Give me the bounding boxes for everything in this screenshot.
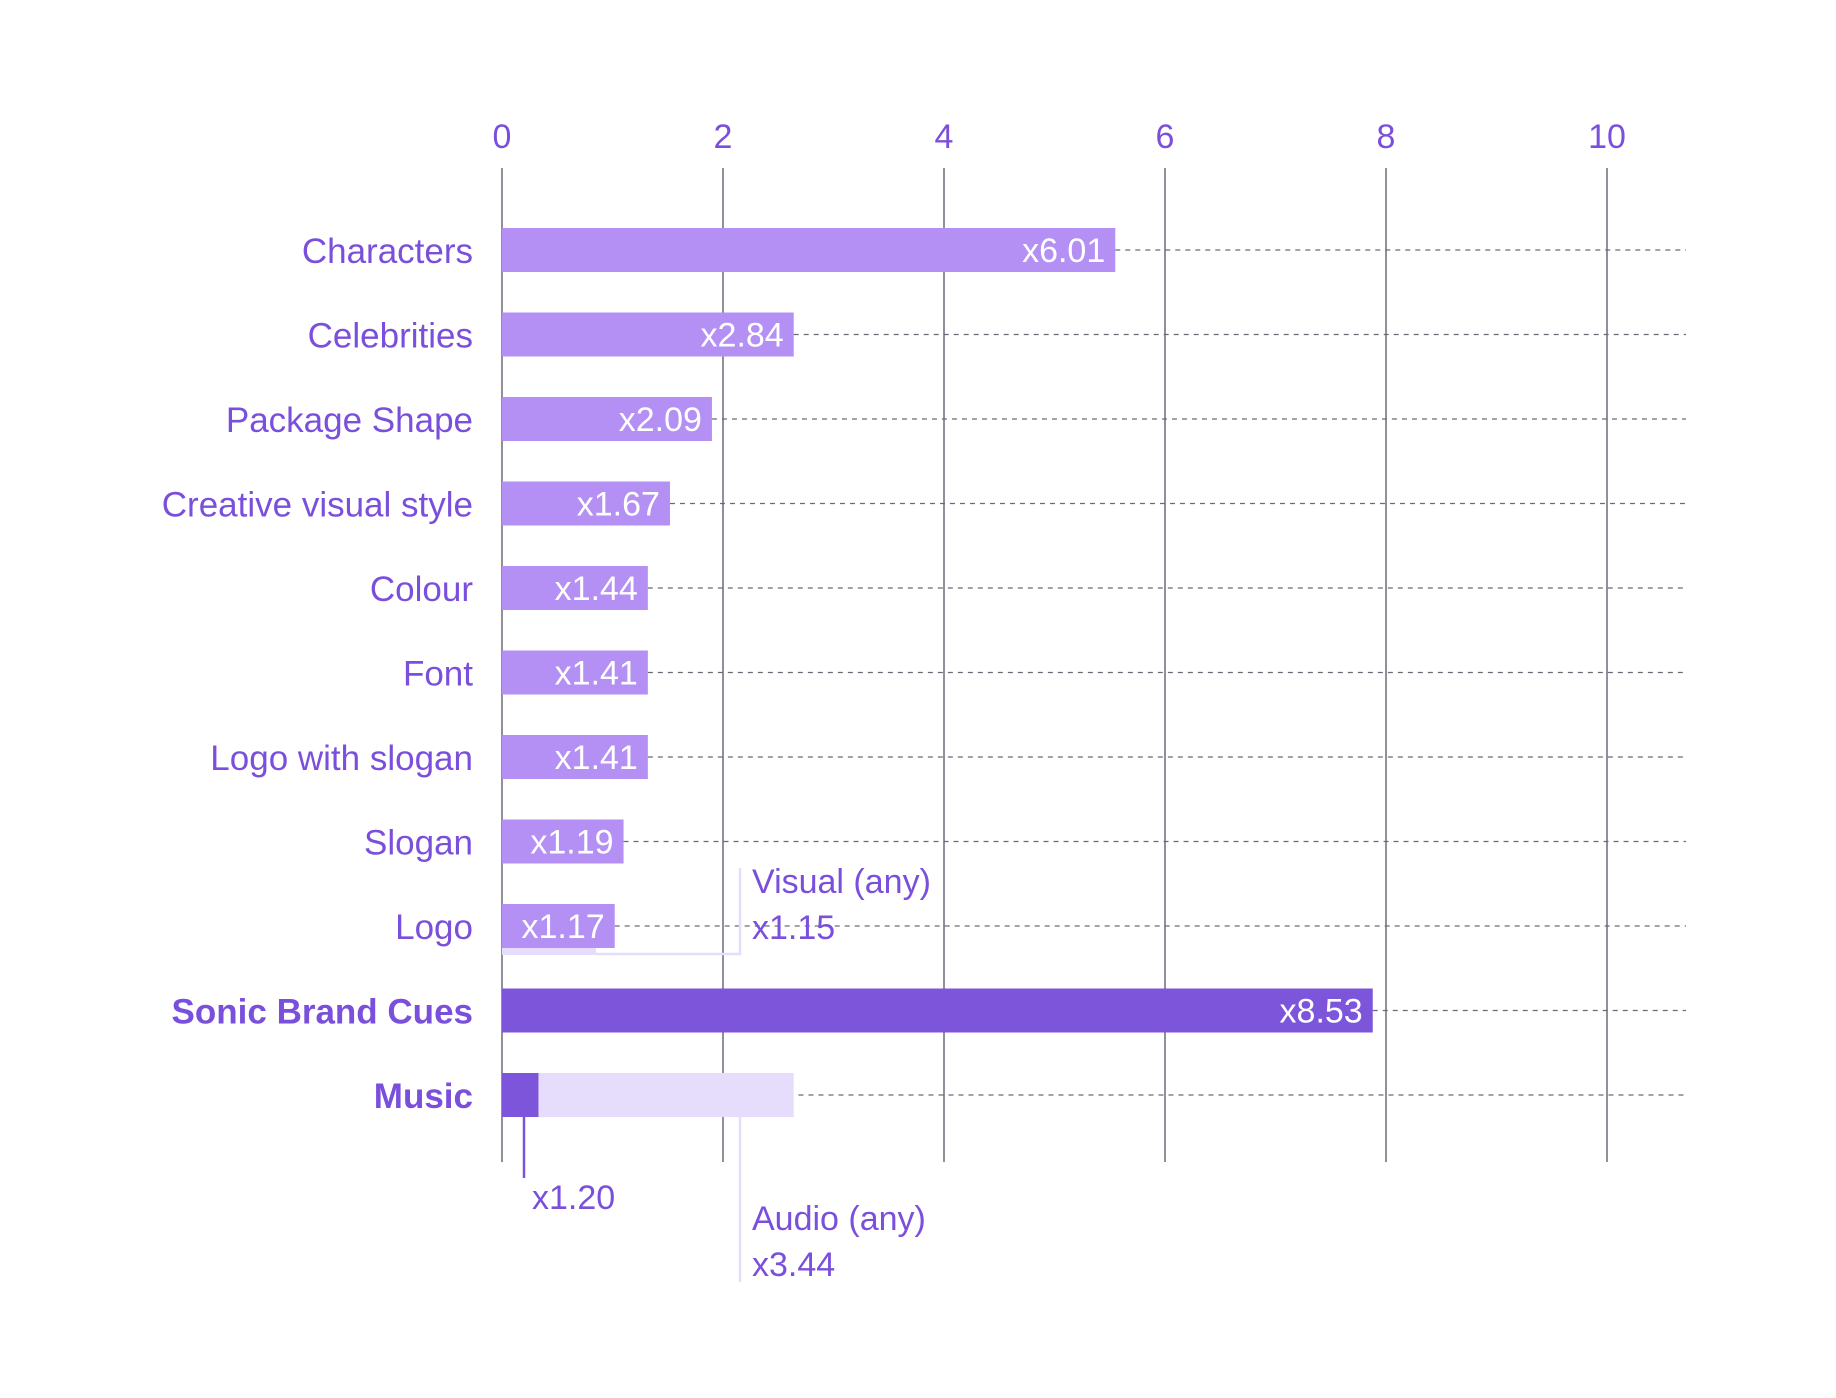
category-label: Logo with slogan xyxy=(210,739,473,778)
category-label: Creative visual style xyxy=(162,486,473,525)
category-label: Sonic Brand Cues xyxy=(172,993,473,1032)
value-label: x1.41 xyxy=(555,655,638,693)
x-tick-label: 0 xyxy=(493,118,512,156)
bar-creative-visual-style xyxy=(502,481,670,526)
category-label: Slogan xyxy=(364,824,473,863)
bar-logo xyxy=(502,904,615,948)
bar-layer xyxy=(502,228,1373,1117)
value-label: x8.53 xyxy=(1280,993,1363,1031)
category-label: Colour xyxy=(370,570,473,609)
bar-sonic-brand-cues xyxy=(502,988,1373,1033)
audio-any-value: x3.44 xyxy=(752,1246,835,1284)
label-layer: Characters x6.01 Celebrities x2.84 Package S… xyxy=(162,232,1363,1116)
bar-music xyxy=(502,1073,539,1117)
value-label: x1.19 xyxy=(530,824,613,862)
x-tick-label: 6 xyxy=(1156,118,1175,156)
value-label: x1.41 xyxy=(555,739,638,777)
overlay-layer xyxy=(502,945,794,1117)
bar-logo-with-slogan xyxy=(502,735,648,779)
category-label: Music xyxy=(374,1077,473,1116)
audio-any-bar xyxy=(502,1073,794,1117)
value-label: x1.44 xyxy=(555,570,638,608)
category-label: Logo xyxy=(395,908,473,947)
bar-slogan xyxy=(502,819,624,864)
category-label: Font xyxy=(403,655,473,694)
visual-any-name: Visual (any) xyxy=(752,863,931,901)
x-tick-label: 10 xyxy=(1588,118,1626,156)
bar-characters xyxy=(502,228,1116,272)
visual-any-connector xyxy=(595,868,742,956)
x-tick-label: 8 xyxy=(1377,118,1396,156)
category-label: Characters xyxy=(302,232,473,271)
visual-any-value: x1.15 xyxy=(752,909,835,947)
annotation-layer: Visual (any) x1.15 Audio (any) x3.44 x1.20 xyxy=(522,863,931,1284)
value-label: x1.67 xyxy=(577,486,660,524)
bar-colour xyxy=(502,566,648,610)
x-tick-label: 4 xyxy=(935,118,954,156)
bar-font xyxy=(502,650,648,695)
bar-celebrities xyxy=(502,312,794,357)
value-label: x1.17 xyxy=(522,908,605,946)
bar-package-shape xyxy=(502,397,712,441)
category-label: Celebrities xyxy=(308,317,473,356)
value-label: x2.09 xyxy=(619,401,702,439)
audio-any-name: Audio (any) xyxy=(752,1200,926,1238)
grid-layer: 0 2 4 6 8 10 xyxy=(493,118,1686,1162)
visual-any-bar xyxy=(502,945,596,955)
value-label: x2.84 xyxy=(701,317,784,355)
music-value-label: x1.20 xyxy=(532,1179,615,1217)
x-tick-label: 2 xyxy=(714,118,733,156)
value-label: x6.01 xyxy=(1022,232,1105,270)
category-label: Package Shape xyxy=(226,401,473,440)
